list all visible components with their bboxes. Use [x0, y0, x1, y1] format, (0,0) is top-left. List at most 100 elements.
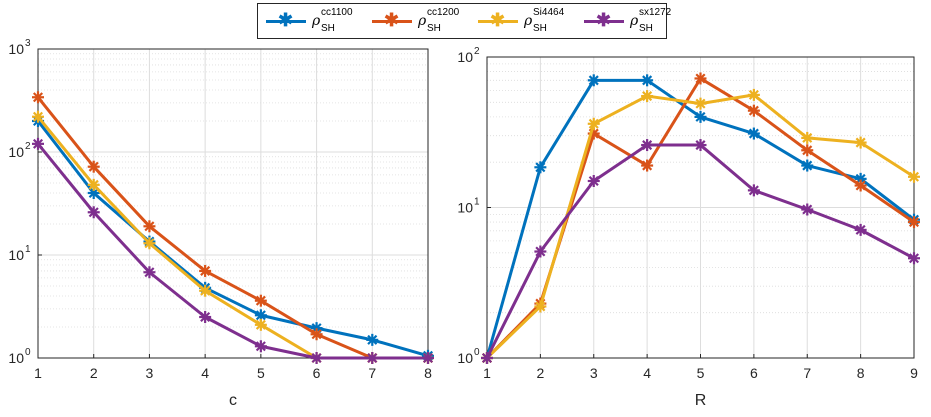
- y-tick-exponent: 0: [25, 347, 31, 358]
- data-point: [801, 144, 814, 157]
- x-tick-label: 2: [90, 365, 98, 381]
- legend-item: ✱ ρ sx1272 SH: [584, 7, 676, 35]
- y-tick-label: 10: [457, 350, 473, 366]
- data-point: [32, 91, 44, 104]
- plot-area: [38, 49, 428, 358]
- axes-box: [37, 48, 429, 359]
- series-sx1272: [32, 137, 434, 364]
- legend-label: ρ cc1200 SH: [418, 7, 460, 34]
- legend-item: ✱ ρ Si4464 SH: [478, 7, 570, 35]
- legend-label: ρ Si4464 SH: [524, 7, 565, 34]
- data-point: [87, 206, 100, 219]
- y-tick-label: 10: [457, 49, 473, 65]
- x-axis-label: R: [695, 392, 707, 409]
- data-point: [801, 159, 814, 172]
- data-point: [32, 110, 44, 123]
- legend-swatch: ✱: [372, 11, 412, 29]
- data-point: [641, 139, 654, 152]
- x-tick-label: 7: [368, 365, 376, 381]
- series-line: [36, 120, 429, 358]
- data-point: [587, 174, 600, 187]
- series-line: [36, 96, 428, 360]
- y-tick-label: 10: [8, 144, 24, 160]
- data-point: [694, 110, 707, 123]
- data-point: [87, 186, 100, 199]
- x-tick-label: 8: [424, 365, 432, 381]
- x-tick-label: 3: [590, 365, 598, 381]
- data-point: [534, 161, 547, 174]
- data-point: [199, 311, 212, 324]
- data-point: [801, 131, 814, 144]
- x-tick-label: 2: [536, 365, 544, 381]
- x-tick-label: 8: [857, 365, 865, 381]
- data-point: [747, 127, 760, 140]
- data-point: [587, 74, 600, 87]
- y-tick-exponent: 1: [474, 197, 480, 208]
- y-tick-exponent: 1: [25, 244, 31, 255]
- data-point: [534, 300, 547, 313]
- data-point: [199, 284, 212, 297]
- data-point: [908, 170, 920, 183]
- legend-item: ✱ ρ cc1200 SH: [372, 7, 464, 35]
- data-point: [854, 136, 867, 149]
- data-point: [908, 216, 920, 229]
- x-tick-label: 5: [697, 365, 705, 381]
- data-point: [694, 139, 707, 152]
- data-point: [199, 264, 212, 277]
- series-line: [36, 142, 428, 360]
- data-point: [254, 294, 267, 307]
- data-point: [587, 117, 600, 130]
- data-point: [801, 203, 814, 216]
- legend-item: ✱ ρ cc1100 SH: [266, 7, 358, 35]
- data-point: [366, 352, 379, 364]
- y-tick-exponent: 3: [25, 38, 31, 49]
- y-tick-label: 10: [8, 247, 24, 263]
- data-point: [747, 184, 760, 197]
- data-point: [310, 328, 323, 341]
- data-point: [747, 104, 760, 117]
- x-tick-label: 6: [750, 365, 758, 381]
- legend-label: ρ cc1100 SH: [312, 7, 353, 34]
- series-Si4464: [481, 88, 920, 364]
- legend-swatch: ✱: [266, 11, 306, 29]
- data-point: [854, 179, 867, 192]
- x-tick-label: 7: [803, 365, 811, 381]
- data-point: [143, 220, 156, 233]
- y-tick-exponent: 0: [474, 347, 480, 358]
- data-point: [908, 252, 920, 265]
- x-tick-label: 9: [910, 365, 918, 381]
- data-point: [87, 160, 100, 173]
- series-sx1272: [481, 139, 920, 364]
- x-tick-label: 1: [34, 365, 42, 381]
- data-point: [641, 90, 654, 103]
- data-point: [87, 178, 100, 191]
- data-point: [254, 318, 267, 331]
- legend-label: ρ sx1272 SH: [630, 7, 672, 34]
- data-point: [641, 159, 654, 172]
- x-tick-label: 4: [201, 365, 209, 381]
- y-tick-label: 10: [8, 41, 24, 57]
- legend: ✱ ρ cc1100 SH ✱ ρ cc1200 SH ✱ ρ Si4464 SH ✱ ρ sx1272 SH: [257, 3, 671, 39]
- data-point: [310, 352, 323, 364]
- data-point: [694, 72, 707, 85]
- data-point: [641, 74, 654, 87]
- data-point: [143, 237, 156, 250]
- data-point: [747, 88, 760, 101]
- data-point: [694, 97, 707, 110]
- data-point: [254, 340, 267, 353]
- y-tick-label: 10: [8, 350, 24, 366]
- grid: [37, 48, 429, 359]
- x-tick-label: 6: [313, 365, 321, 381]
- y-tick-exponent: 2: [25, 141, 31, 152]
- y-tick-exponent: 2: [474, 46, 480, 57]
- data-point: [422, 352, 434, 364]
- legend-swatch: ✱: [478, 11, 518, 29]
- x-axis-label: c: [229, 392, 237, 409]
- legend-swatch: ✱: [584, 11, 624, 29]
- x-tick-label: 4: [643, 365, 651, 381]
- data-point: [481, 352, 493, 364]
- data-point: [143, 266, 156, 279]
